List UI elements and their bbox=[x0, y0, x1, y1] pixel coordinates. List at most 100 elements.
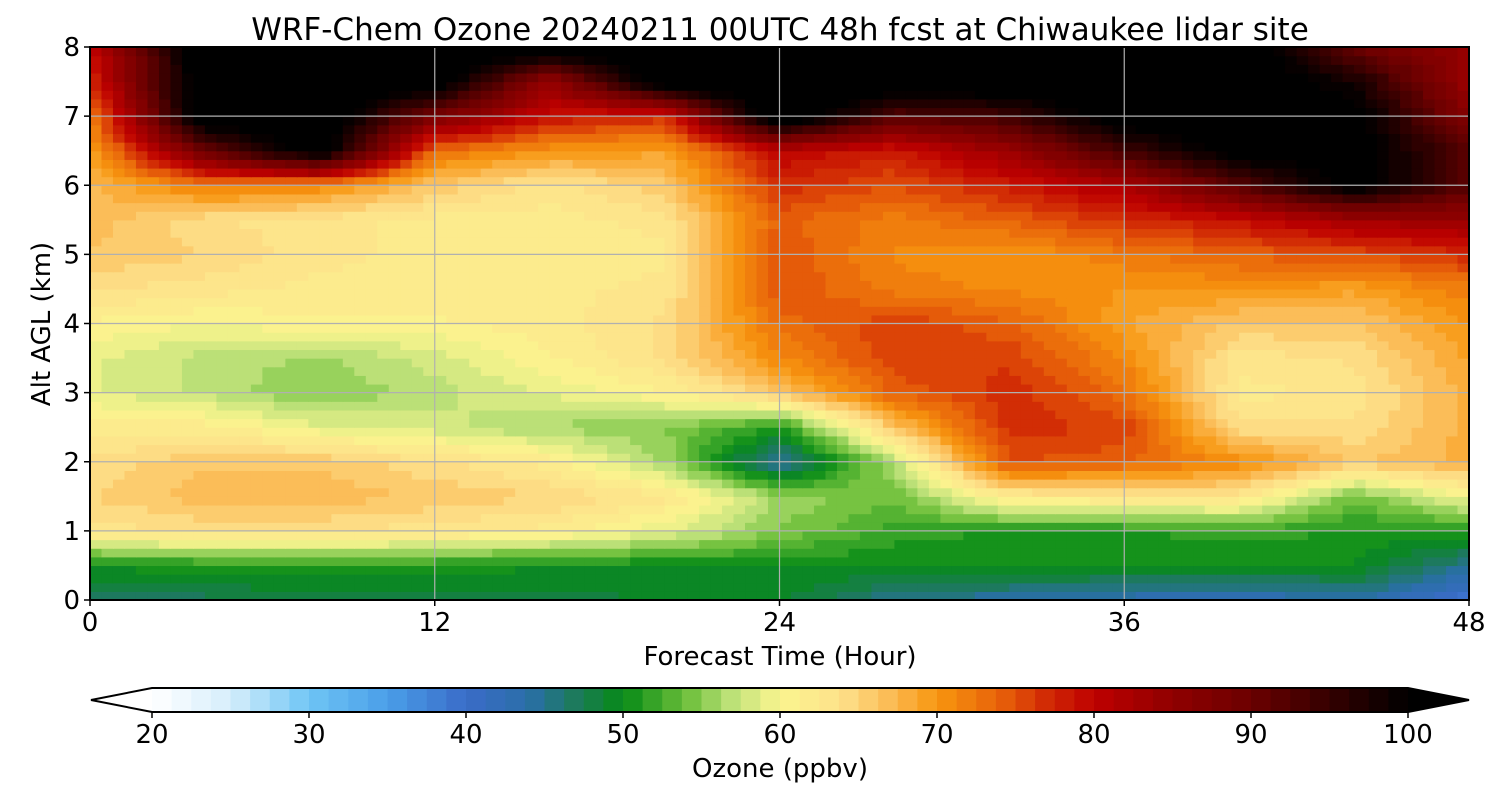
heatmap-cell bbox=[561, 383, 574, 394]
heatmap-cell bbox=[894, 522, 907, 532]
heatmap-cell bbox=[940, 280, 953, 290]
heatmap-cell bbox=[584, 418, 597, 428]
heatmap-cell bbox=[469, 530, 482, 541]
heatmap-cell bbox=[1308, 461, 1321, 471]
heatmap-cell bbox=[1388, 530, 1401, 541]
heatmap-cell bbox=[158, 556, 172, 567]
heatmap-cell bbox=[974, 539, 987, 549]
heatmap-cell bbox=[951, 366, 964, 376]
heatmap-cell bbox=[1135, 453, 1148, 463]
heatmap-cell bbox=[676, 340, 689, 351]
heatmap-cell bbox=[572, 556, 585, 567]
heatmap-cell bbox=[446, 409, 459, 420]
heatmap-cell bbox=[434, 591, 447, 600]
heatmap-cell bbox=[905, 375, 918, 385]
heatmap-cell bbox=[1239, 496, 1252, 506]
heatmap-cell bbox=[1193, 504, 1206, 515]
heatmap-cell bbox=[434, 297, 447, 307]
heatmap-cell bbox=[1434, 306, 1447, 316]
heatmap-cell bbox=[365, 461, 378, 471]
heatmap-cell bbox=[1055, 496, 1068, 506]
heatmap-cell bbox=[951, 530, 964, 541]
heatmap-cell bbox=[469, 504, 482, 515]
heatmap-cell bbox=[1308, 271, 1321, 281]
heatmap-cell bbox=[296, 539, 309, 549]
heatmap-cell bbox=[193, 409, 206, 420]
heatmap-cell bbox=[584, 427, 597, 437]
heatmap-cell bbox=[1043, 245, 1056, 255]
heatmap-cell bbox=[802, 314, 815, 325]
heatmap-cell bbox=[101, 245, 114, 255]
heatmap-cell bbox=[331, 306, 344, 316]
heatmap-cell bbox=[1193, 479, 1206, 489]
heatmap-cell bbox=[308, 418, 321, 428]
heatmap-cell bbox=[768, 332, 781, 342]
heatmap-cell bbox=[503, 245, 516, 255]
heatmap-cell bbox=[377, 504, 390, 515]
heatmap-cell bbox=[825, 271, 838, 281]
heatmap-cell bbox=[1377, 504, 1390, 515]
heatmap-cell bbox=[193, 435, 206, 446]
heatmap-cell bbox=[331, 582, 344, 592]
heatmap-cell bbox=[1158, 582, 1171, 592]
heatmap-cell bbox=[641, 332, 654, 342]
heatmap-cell bbox=[181, 427, 195, 437]
heatmap-cell bbox=[1009, 444, 1022, 454]
heatmap-cell bbox=[790, 271, 804, 281]
heatmap-cell bbox=[871, 453, 884, 463]
heatmap-cell bbox=[227, 340, 240, 351]
heatmap-cell bbox=[722, 340, 735, 351]
heatmap-cell bbox=[526, 401, 539, 411]
heatmap-cell bbox=[1273, 340, 1286, 351]
heatmap-cell bbox=[1457, 358, 1469, 368]
heatmap-cell bbox=[664, 375, 677, 385]
heatmap-cell bbox=[1043, 479, 1056, 489]
heatmap-cell bbox=[572, 539, 585, 549]
heatmap-cell bbox=[687, 435, 700, 446]
heatmap-cell bbox=[917, 556, 930, 567]
heatmap-cell bbox=[687, 383, 700, 394]
heatmap-cell bbox=[584, 556, 597, 567]
heatmap-cell bbox=[1158, 314, 1171, 325]
heatmap-cell bbox=[492, 591, 505, 600]
heatmap-cell bbox=[262, 418, 275, 428]
heatmap-cell bbox=[124, 574, 137, 584]
heatmap-cell bbox=[411, 375, 424, 385]
heatmap-cell bbox=[1365, 539, 1378, 549]
heatmap-cell bbox=[158, 479, 172, 489]
heatmap-cell bbox=[1377, 271, 1390, 281]
heatmap-cell bbox=[653, 522, 666, 532]
heatmap-cell bbox=[710, 530, 723, 541]
heatmap-cell bbox=[1158, 263, 1171, 273]
heatmap-cell bbox=[1055, 487, 1068, 497]
heatmap-cell bbox=[158, 288, 172, 299]
heatmap-cell bbox=[676, 556, 689, 567]
heatmap-cell bbox=[1043, 306, 1056, 316]
heatmap-cell bbox=[1239, 297, 1252, 307]
heatmap-cell bbox=[1089, 314, 1102, 325]
heatmap-cell bbox=[135, 582, 149, 592]
heatmap-cell bbox=[894, 254, 907, 264]
heatmap-cell bbox=[480, 409, 493, 420]
heatmap-cell bbox=[90, 383, 103, 394]
heatmap-cell bbox=[515, 297, 528, 307]
heatmap-cell bbox=[871, 332, 884, 342]
heatmap-cell bbox=[388, 418, 401, 428]
heatmap-cell bbox=[1089, 453, 1102, 463]
heatmap-cell bbox=[928, 435, 941, 446]
heatmap-cell bbox=[779, 297, 792, 307]
heatmap-cell bbox=[1400, 418, 1413, 428]
heatmap-cell bbox=[630, 297, 643, 307]
heatmap-cell bbox=[664, 288, 677, 299]
heatmap-cell bbox=[1078, 591, 1091, 600]
heatmap-cell bbox=[158, 245, 172, 255]
heatmap-cell bbox=[1043, 548, 1056, 558]
ozone-heatmap bbox=[90, 47, 1469, 600]
heatmap-cell bbox=[1101, 245, 1114, 255]
heatmap-cell bbox=[377, 496, 390, 506]
heatmap-cell bbox=[733, 574, 746, 584]
heatmap-cell bbox=[572, 470, 585, 480]
heatmap-cell bbox=[1124, 306, 1137, 316]
heatmap-cell bbox=[515, 254, 528, 264]
heatmap-cell bbox=[124, 323, 137, 333]
